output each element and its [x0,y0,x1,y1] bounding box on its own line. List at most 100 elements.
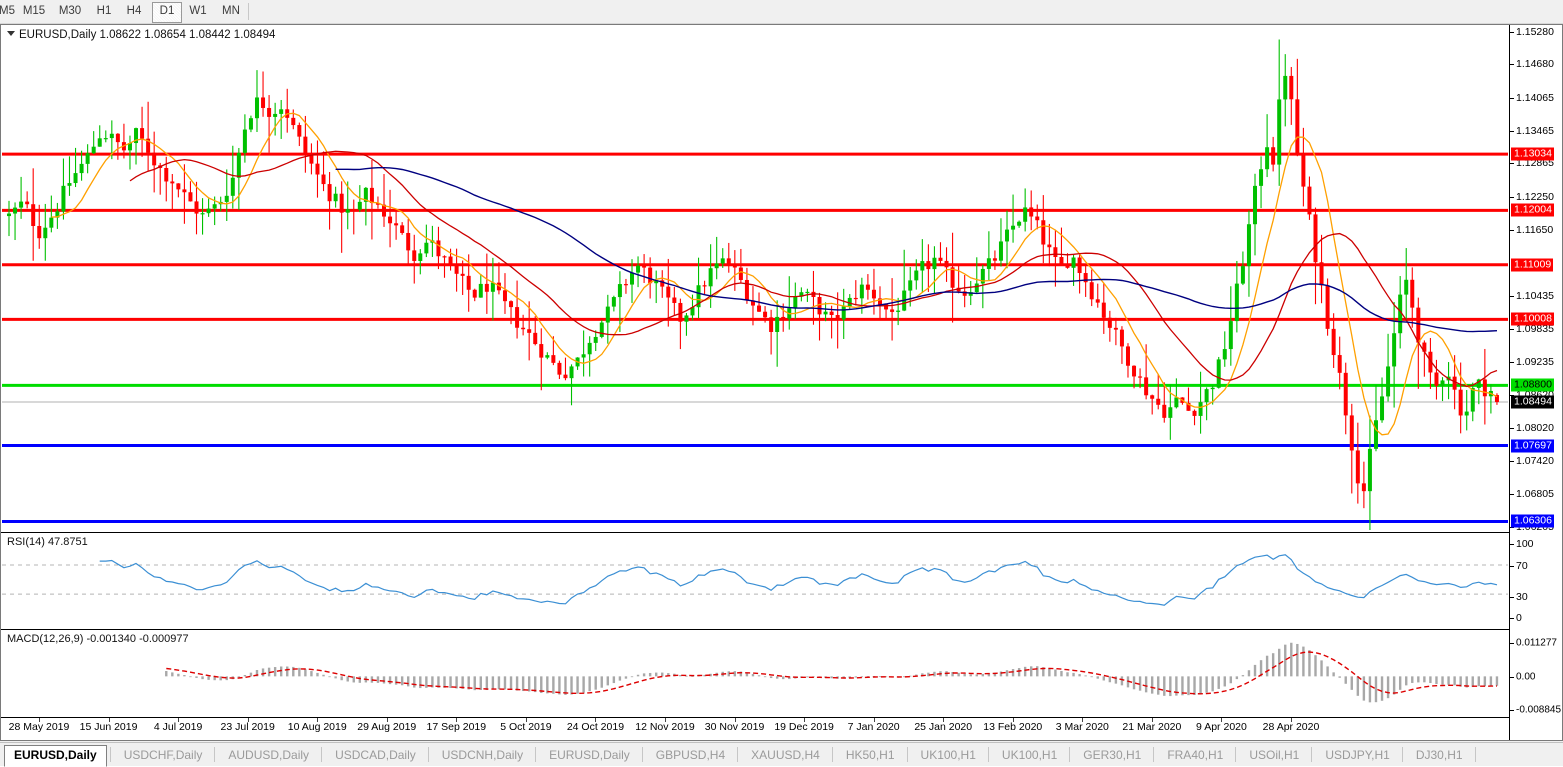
date-axis[interactable]: 28 May 2019 15 Jun 2019 4 Jul 2019 23 Jul 2… [1,718,1562,740]
candle-body [920,261,925,271]
timeframe-mn[interactable]: MN [222,5,240,17]
candle-body [261,97,266,108]
macd-histogram-bar [733,671,737,677]
candle-body [484,283,489,292]
toolbar-separator [248,3,249,20]
macd-histogram-bar [237,676,241,678]
rsi-plot [2,534,1508,629]
macd-histogram-bar [400,676,404,686]
macd-histogram-bar [848,676,851,678]
symbol-tab-eurusd-daily[interactable]: EURUSD,Daily [4,745,107,767]
chevron-down-icon[interactable] [7,31,15,37]
symbol-tab-fra40-h1[interactable]: FRA40,H1 [1167,748,1224,762]
symbol-tab-ger30-h1[interactable]: GER30,H1 [1083,748,1142,762]
candle-body [1307,186,1312,215]
candle-body [666,286,671,298]
timeframe-m15[interactable]: M15 [22,5,46,17]
candle-body [1373,420,1378,449]
price-axis[interactable]: 1.15280 1.14680 1.14065 1.13465 1.12865 1.122… [1509,25,1562,740]
timeframe-h1[interactable]: H1 [96,5,112,17]
candle-body [31,204,36,226]
date-tick [1151,718,1153,722]
timeframe-m5[interactable]: M5 [0,5,15,17]
candle-body [188,192,193,202]
candle-body [829,311,834,316]
price-level-label-support[interactable]: 1.06306 [1511,514,1554,528]
macd-histogram-bar [769,676,773,679]
candle-body [43,227,48,239]
symbol-tab-gbpusd-h4[interactable]: GBPUSD,H4 [655,748,726,762]
candle-body [140,128,145,139]
symbol-tab-usdjpy-h1[interactable]: USDJPY,H1 [1325,748,1390,762]
price-level-label-resistance[interactable]: 1.11009 [1511,258,1554,272]
macd-histogram-bar [1150,676,1154,694]
macd-histogram-bar [1169,676,1172,697]
candle-body [926,261,931,270]
macd-histogram-bar [437,676,440,688]
price-tick [1510,328,1514,330]
symbol-tab-uk100-h1[interactable]: UK100,H1 [1001,748,1058,762]
macd-histogram-bar [691,676,694,677]
timeframe-h4[interactable]: H4 [126,5,142,17]
candle-body [793,296,798,309]
price-level-label-resistance[interactable]: 1.12004 [1511,203,1554,217]
price-level-label-support[interactable]: 1.07697 [1511,439,1554,453]
date-tick-label: 12 Nov 2019 [635,721,695,733]
macd-histogram-bar [975,674,978,677]
macd-histogram-bar [376,676,380,683]
macd-pane[interactable]: MACD(12,26,9) -0.001340 -0.000977 [1,631,1562,717]
symbol-tab-usdchf-daily[interactable]: USDCHF,Daily [123,748,203,762]
price-level-label-resistance[interactable]: 1.13034 [1511,147,1554,161]
candle-body [769,317,774,332]
macd-histogram-bar [171,672,174,677]
candle-body [1228,321,1233,350]
timeframe-d1[interactable]: D1 [152,2,182,23]
date-tick [1221,718,1223,722]
candle-body [1434,372,1439,386]
macd-histogram-bar [1060,670,1063,677]
price-level-label-resistance[interactable]: 1.10008 [1511,312,1554,326]
symbol-tab-usdcnh-daily[interactable]: USDCNH,Daily [441,748,524,762]
pane-divider-3 [1,717,1562,718]
price-plot[interactable] [2,25,1508,532]
macd-histogram-bar [987,673,991,677]
price-pane[interactable]: EURUSD,Daily 1.08622 1.08654 1.08442 1.0… [1,25,1562,532]
timeframe-m30[interactable]: M30 [58,5,82,17]
price-level-label-support[interactable]: 1.08800 [1511,378,1554,392]
tab-separator [535,747,537,762]
date-tick [39,718,40,722]
rsi-pane[interactable]: RSI(14) 47.8751 [1,534,1562,629]
macd-histogram-bar [1459,676,1462,687]
symbol-tab-usdcad-daily[interactable]: USDCAD,Daily [335,748,416,762]
price-level-label-current-price[interactable]: 1.08494 [1511,395,1554,409]
candle-body [980,268,985,284]
candle-body [91,146,96,154]
macd-histogram-bar [346,676,349,682]
candle-body [962,291,967,296]
candle-body [781,316,786,319]
candle-body [1319,262,1324,286]
symbol-tab-usoil-h1[interactable]: USOil,H1 [1249,748,1300,762]
chart-area[interactable]: EURUSD,Daily 1.08622 1.08654 1.08442 1.0… [0,24,1563,741]
candle-body [998,241,1003,261]
symbol-tab-uk100-h1[interactable]: UK100,H1 [920,748,976,762]
date-tick-label: 9 Apr 2020 [1196,721,1247,733]
symbol-tab-hk50-h1[interactable]: HK50,H1 [845,748,895,762]
symbol-tab-dj30-h1[interactable]: DJ30,H1 [1415,748,1463,762]
candle-body [79,163,84,174]
rsi-tick [1510,596,1514,598]
ma-fast [51,112,1498,436]
date-tick-label: 21 Mar 2020 [1122,721,1182,733]
symbol-tab-audusd-daily[interactable]: AUDUSD,Daily [228,748,310,762]
symbol-tab-eurusd-daily[interactable]: EURUSD,Daily [549,748,630,762]
candle-body [835,315,840,320]
tab-separator [1401,747,1403,762]
price-tick [1510,361,1514,363]
candle-body [908,280,913,291]
candle-body [1053,247,1058,258]
timeframe-w1[interactable]: W1 [189,5,207,17]
symbol-tab-xauusd-h4[interactable]: XAUUSD,H4 [751,748,820,762]
macd-histogram-bar [1181,676,1184,696]
macd-histogram-bar [527,676,531,692]
candle-body [865,284,870,290]
